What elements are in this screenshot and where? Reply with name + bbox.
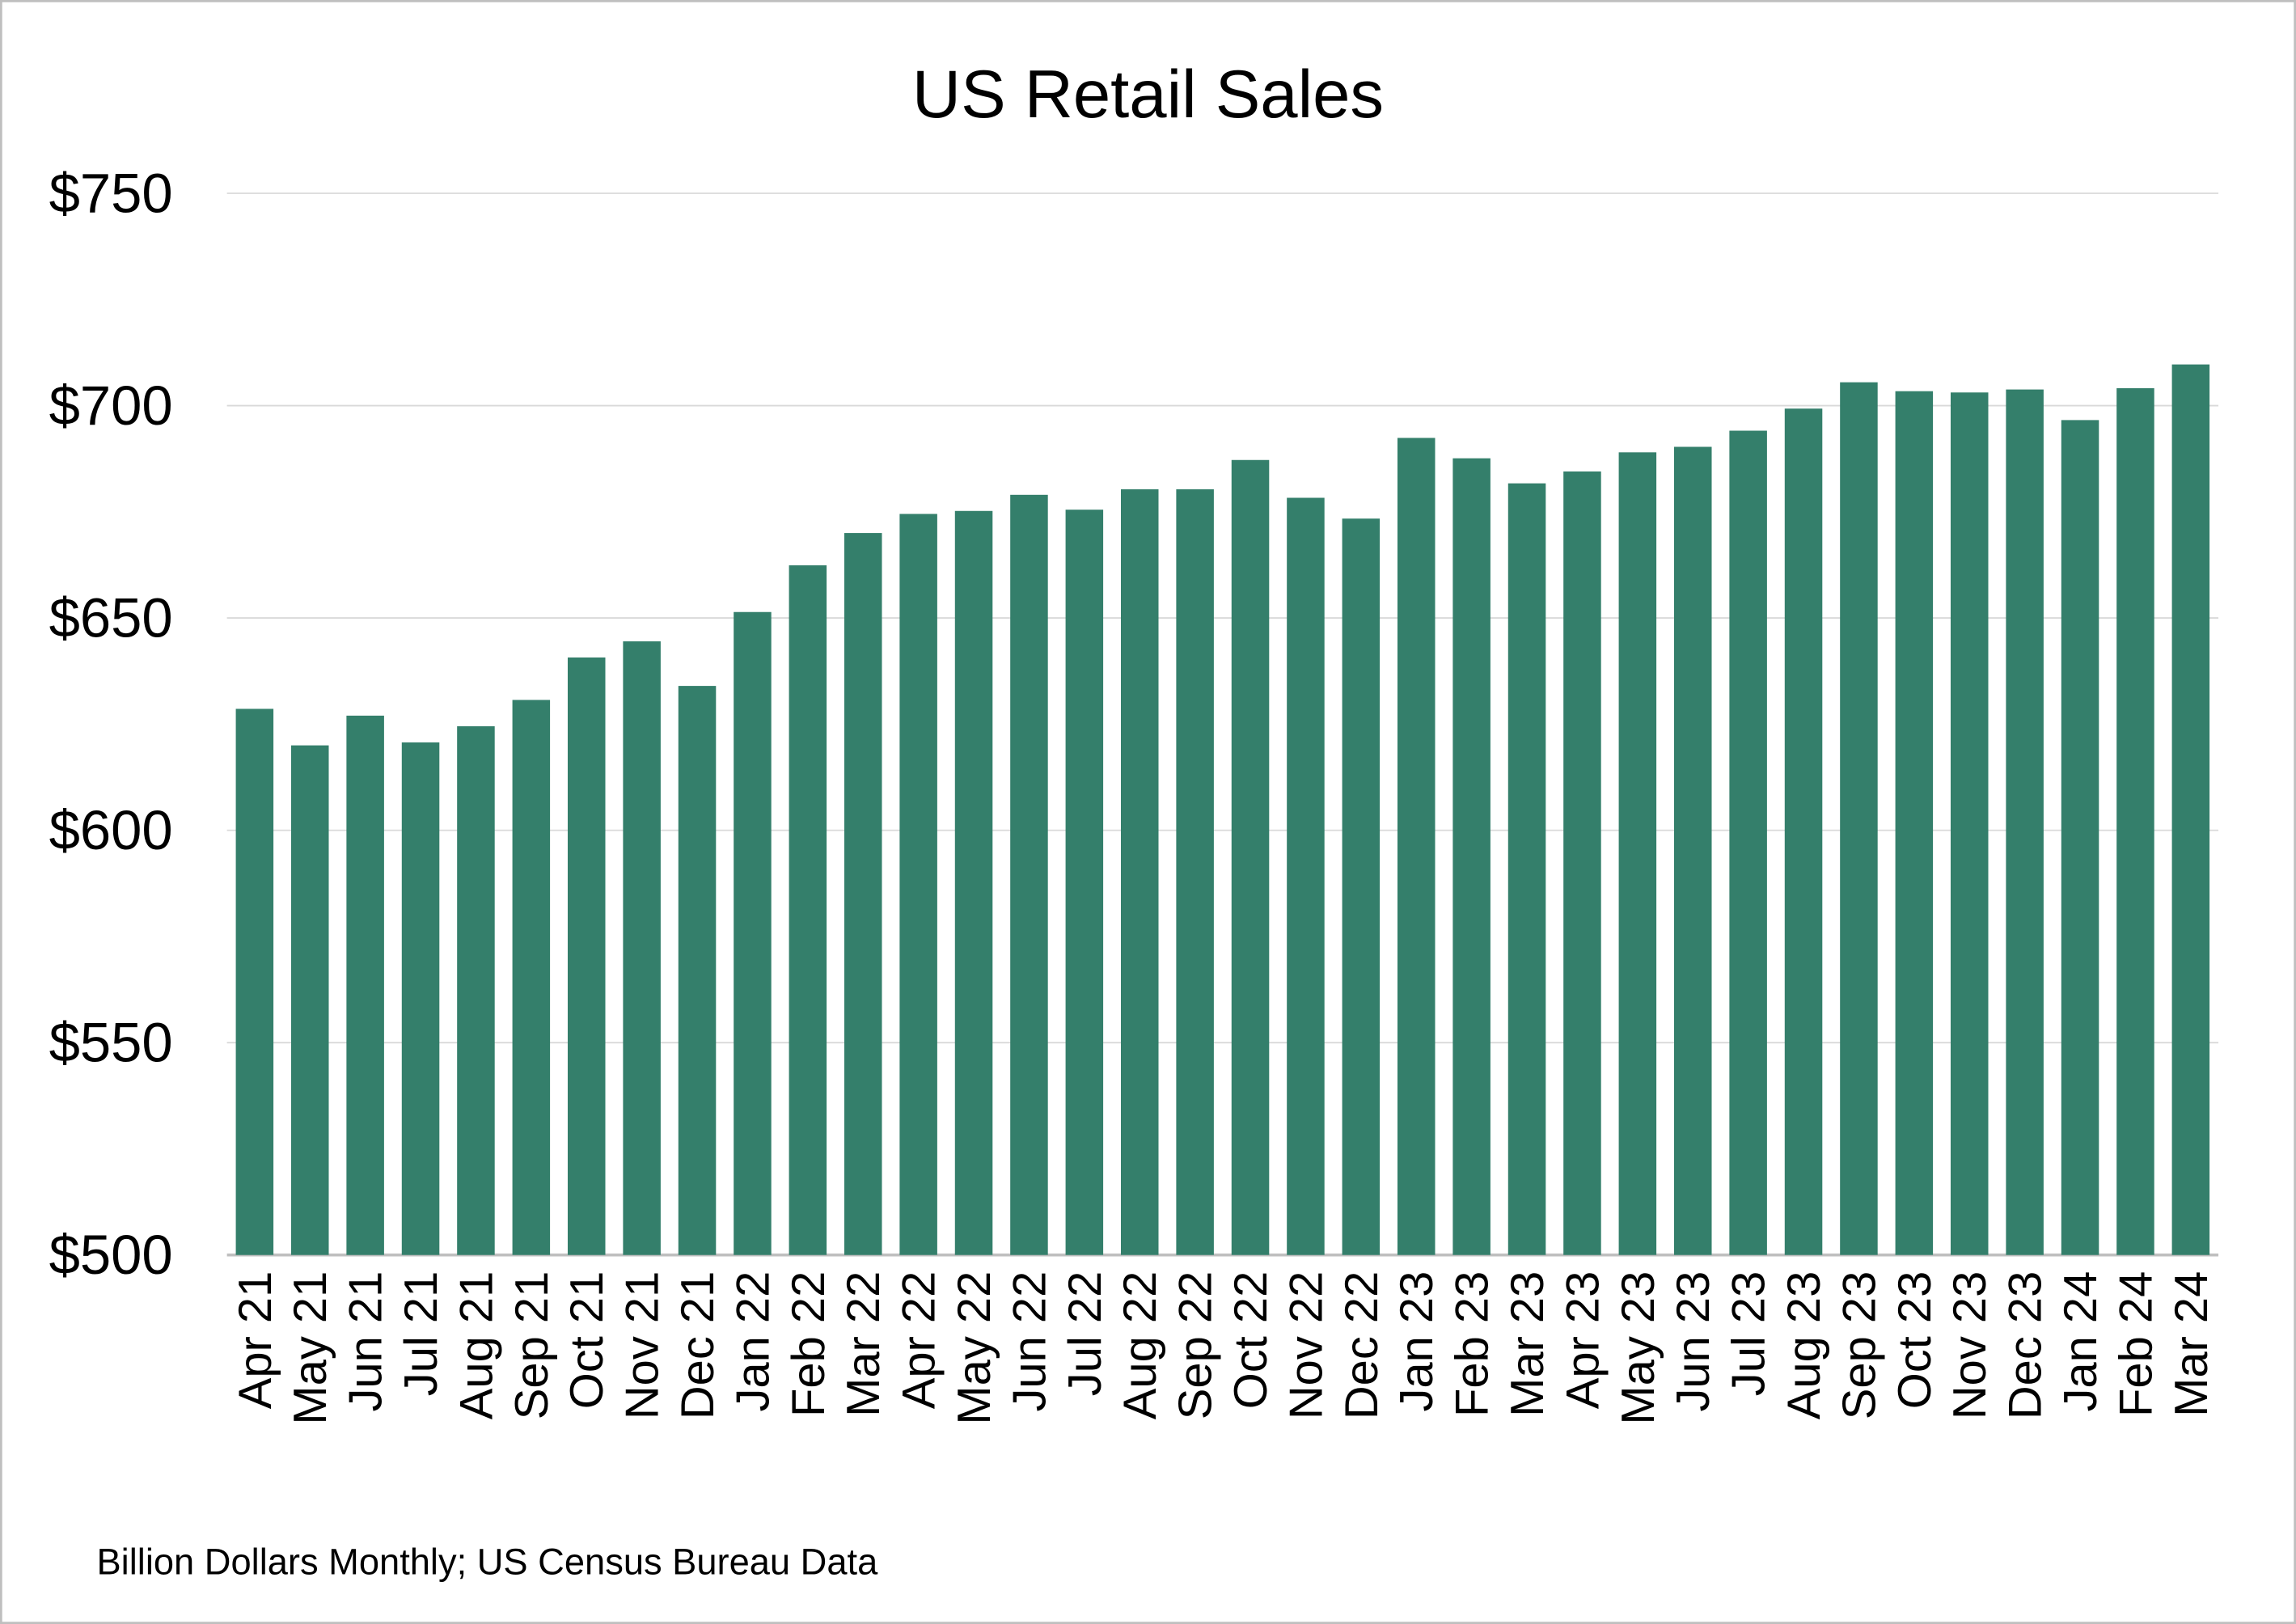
chart-footnote: Billion Dollars Monthly; US Census Burea… bbox=[96, 1541, 878, 1582]
bar bbox=[1287, 497, 1325, 1255]
y-tick-label: $700 bbox=[49, 374, 173, 437]
bar bbox=[346, 715, 384, 1255]
x-tick-label: Jun 21 bbox=[340, 1271, 392, 1412]
bar bbox=[1010, 494, 1048, 1255]
x-tick-label: May 23 bbox=[1613, 1271, 1664, 1425]
y-tick-label: $750 bbox=[49, 163, 173, 225]
x-tick-label: Apr 23 bbox=[1557, 1271, 1609, 1410]
x-tick-label: Oct 23 bbox=[1889, 1271, 1941, 1410]
bar bbox=[1231, 459, 1270, 1255]
x-tick-label: Oct 22 bbox=[1225, 1271, 1277, 1410]
bar bbox=[1729, 430, 1767, 1255]
x-tick-label: Jun 23 bbox=[1668, 1271, 1719, 1412]
bar bbox=[512, 700, 551, 1255]
x-tick-label: Nov 23 bbox=[1944, 1271, 1996, 1420]
bar bbox=[2061, 420, 2099, 1255]
bar bbox=[899, 514, 937, 1255]
x-tick-label: Jan 23 bbox=[1391, 1271, 1443, 1412]
x-tick-label: Mar 24 bbox=[2166, 1271, 2218, 1417]
y-tick-label: $600 bbox=[49, 799, 173, 861]
bar bbox=[1397, 438, 1436, 1255]
bar bbox=[457, 725, 495, 1255]
bar bbox=[1342, 518, 1381, 1255]
bar bbox=[1507, 483, 1546, 1255]
bar bbox=[290, 745, 329, 1255]
bar bbox=[235, 708, 274, 1255]
x-tick-label: Jan 22 bbox=[727, 1271, 779, 1412]
x-tick-label: Sep 22 bbox=[1170, 1271, 1222, 1420]
x-tick-label: Feb 24 bbox=[2110, 1271, 2162, 1417]
x-tick-label: Jul 23 bbox=[1723, 1271, 1775, 1397]
x-tick-label: Aug 21 bbox=[450, 1271, 502, 1420]
bar bbox=[1618, 452, 1657, 1255]
x-tick-label: Aug 23 bbox=[1778, 1271, 1830, 1420]
x-tick-label: Dec 22 bbox=[1336, 1271, 1388, 1420]
x-tick-label: Nov 21 bbox=[617, 1271, 669, 1420]
x-tick-label: Sep 21 bbox=[506, 1271, 558, 1420]
y-tick-label: $500 bbox=[49, 1224, 173, 1286]
bar bbox=[2006, 389, 2044, 1255]
bar bbox=[1563, 471, 1601, 1255]
x-tick-label: Oct 21 bbox=[561, 1271, 613, 1410]
chart-title: US Retail Sales bbox=[912, 57, 1384, 132]
bar bbox=[734, 611, 772, 1255]
bar bbox=[1895, 391, 1934, 1255]
y-tick-label: $650 bbox=[49, 587, 173, 649]
bar bbox=[1840, 382, 1878, 1255]
bar bbox=[623, 641, 661, 1255]
x-tick-label: Jan 24 bbox=[2055, 1271, 2107, 1412]
x-tick-label: Nov 22 bbox=[1280, 1271, 1332, 1420]
x-tick-label: Mar 23 bbox=[1502, 1271, 1554, 1417]
x-tick-label: Jul 22 bbox=[1059, 1271, 1111, 1397]
x-tick-label: May 21 bbox=[285, 1271, 336, 1425]
bar bbox=[1673, 446, 1712, 1255]
x-tick-label: Feb 22 bbox=[783, 1271, 835, 1417]
bar bbox=[1120, 488, 1159, 1255]
x-tick-label: Apr 21 bbox=[230, 1271, 281, 1410]
bar bbox=[1176, 488, 1214, 1255]
x-tick-label: Jul 21 bbox=[395, 1271, 447, 1397]
bar bbox=[567, 657, 606, 1255]
x-tick-label: Feb 23 bbox=[1447, 1271, 1499, 1417]
x-tick-label: Dec 23 bbox=[2000, 1271, 2052, 1420]
bar bbox=[2171, 364, 2210, 1255]
x-tick-label: Sep 23 bbox=[1833, 1271, 1885, 1420]
x-tick-label: Aug 22 bbox=[1114, 1271, 1166, 1420]
y-tick-label: $550 bbox=[49, 1012, 173, 1074]
bar bbox=[1065, 510, 1104, 1255]
bar bbox=[954, 510, 993, 1255]
bar bbox=[678, 686, 717, 1255]
bar bbox=[1784, 408, 1823, 1255]
x-tick-label: Jun 22 bbox=[1004, 1271, 1055, 1412]
x-tick-label: Dec 21 bbox=[672, 1271, 724, 1420]
x-tick-label: Mar 22 bbox=[838, 1271, 890, 1417]
bar bbox=[401, 742, 440, 1255]
bar bbox=[1452, 458, 1490, 1255]
bar bbox=[789, 565, 827, 1255]
bar bbox=[1950, 392, 1989, 1255]
bar bbox=[844, 533, 882, 1255]
bar bbox=[2116, 388, 2154, 1255]
x-tick-label: May 22 bbox=[949, 1271, 1000, 1425]
x-tick-label: Apr 22 bbox=[894, 1271, 945, 1410]
